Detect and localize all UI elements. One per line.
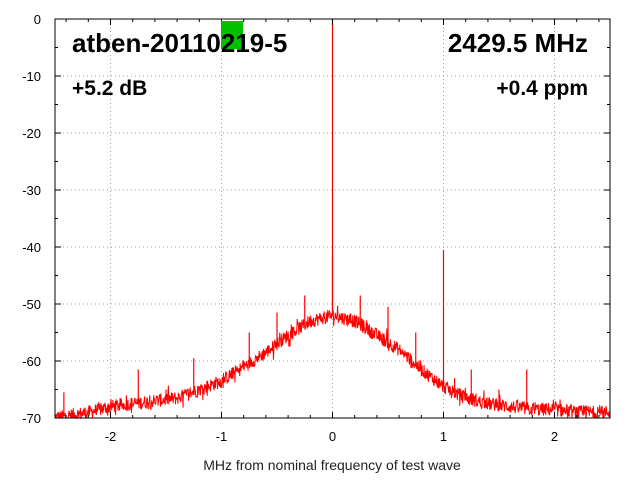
status-indicator-square xyxy=(221,21,243,49)
y-tick-label: -40 xyxy=(22,240,41,255)
level-label: +5.2 dB xyxy=(72,77,147,100)
y-tick-label: -20 xyxy=(22,126,41,141)
device-id-label: atben-20110219-5 xyxy=(72,28,287,58)
x-tick-label: -2 xyxy=(105,429,117,444)
x-tick-labels: -2 -1 0 1 2 xyxy=(105,429,558,444)
axis-ticks xyxy=(55,18,610,419)
frequency-label: 2429.5 MHz xyxy=(448,28,588,58)
x-tick-label: 2 xyxy=(551,429,558,444)
x-axis-title: MHz from nominal frequency of test wave xyxy=(203,457,461,473)
x-tick-label: 1 xyxy=(440,429,447,444)
y-tick-label: -10 xyxy=(22,69,41,84)
spectrum-series xyxy=(54,19,611,420)
x-tick-label: 0 xyxy=(329,429,336,444)
y-tick-label: -70 xyxy=(22,411,41,426)
ppm-offset-label: +0.4 ppm xyxy=(496,77,588,100)
y-tick-label: -30 xyxy=(22,183,41,198)
y-tick-labels: 0 -10 -20 -30 -40 -50 -60 -70 xyxy=(22,12,41,426)
y-tick-label: -60 xyxy=(22,354,41,369)
y-tick-label: -50 xyxy=(22,297,41,312)
y-tick-label: 0 xyxy=(34,12,41,27)
x-tick-label: -1 xyxy=(216,429,228,444)
